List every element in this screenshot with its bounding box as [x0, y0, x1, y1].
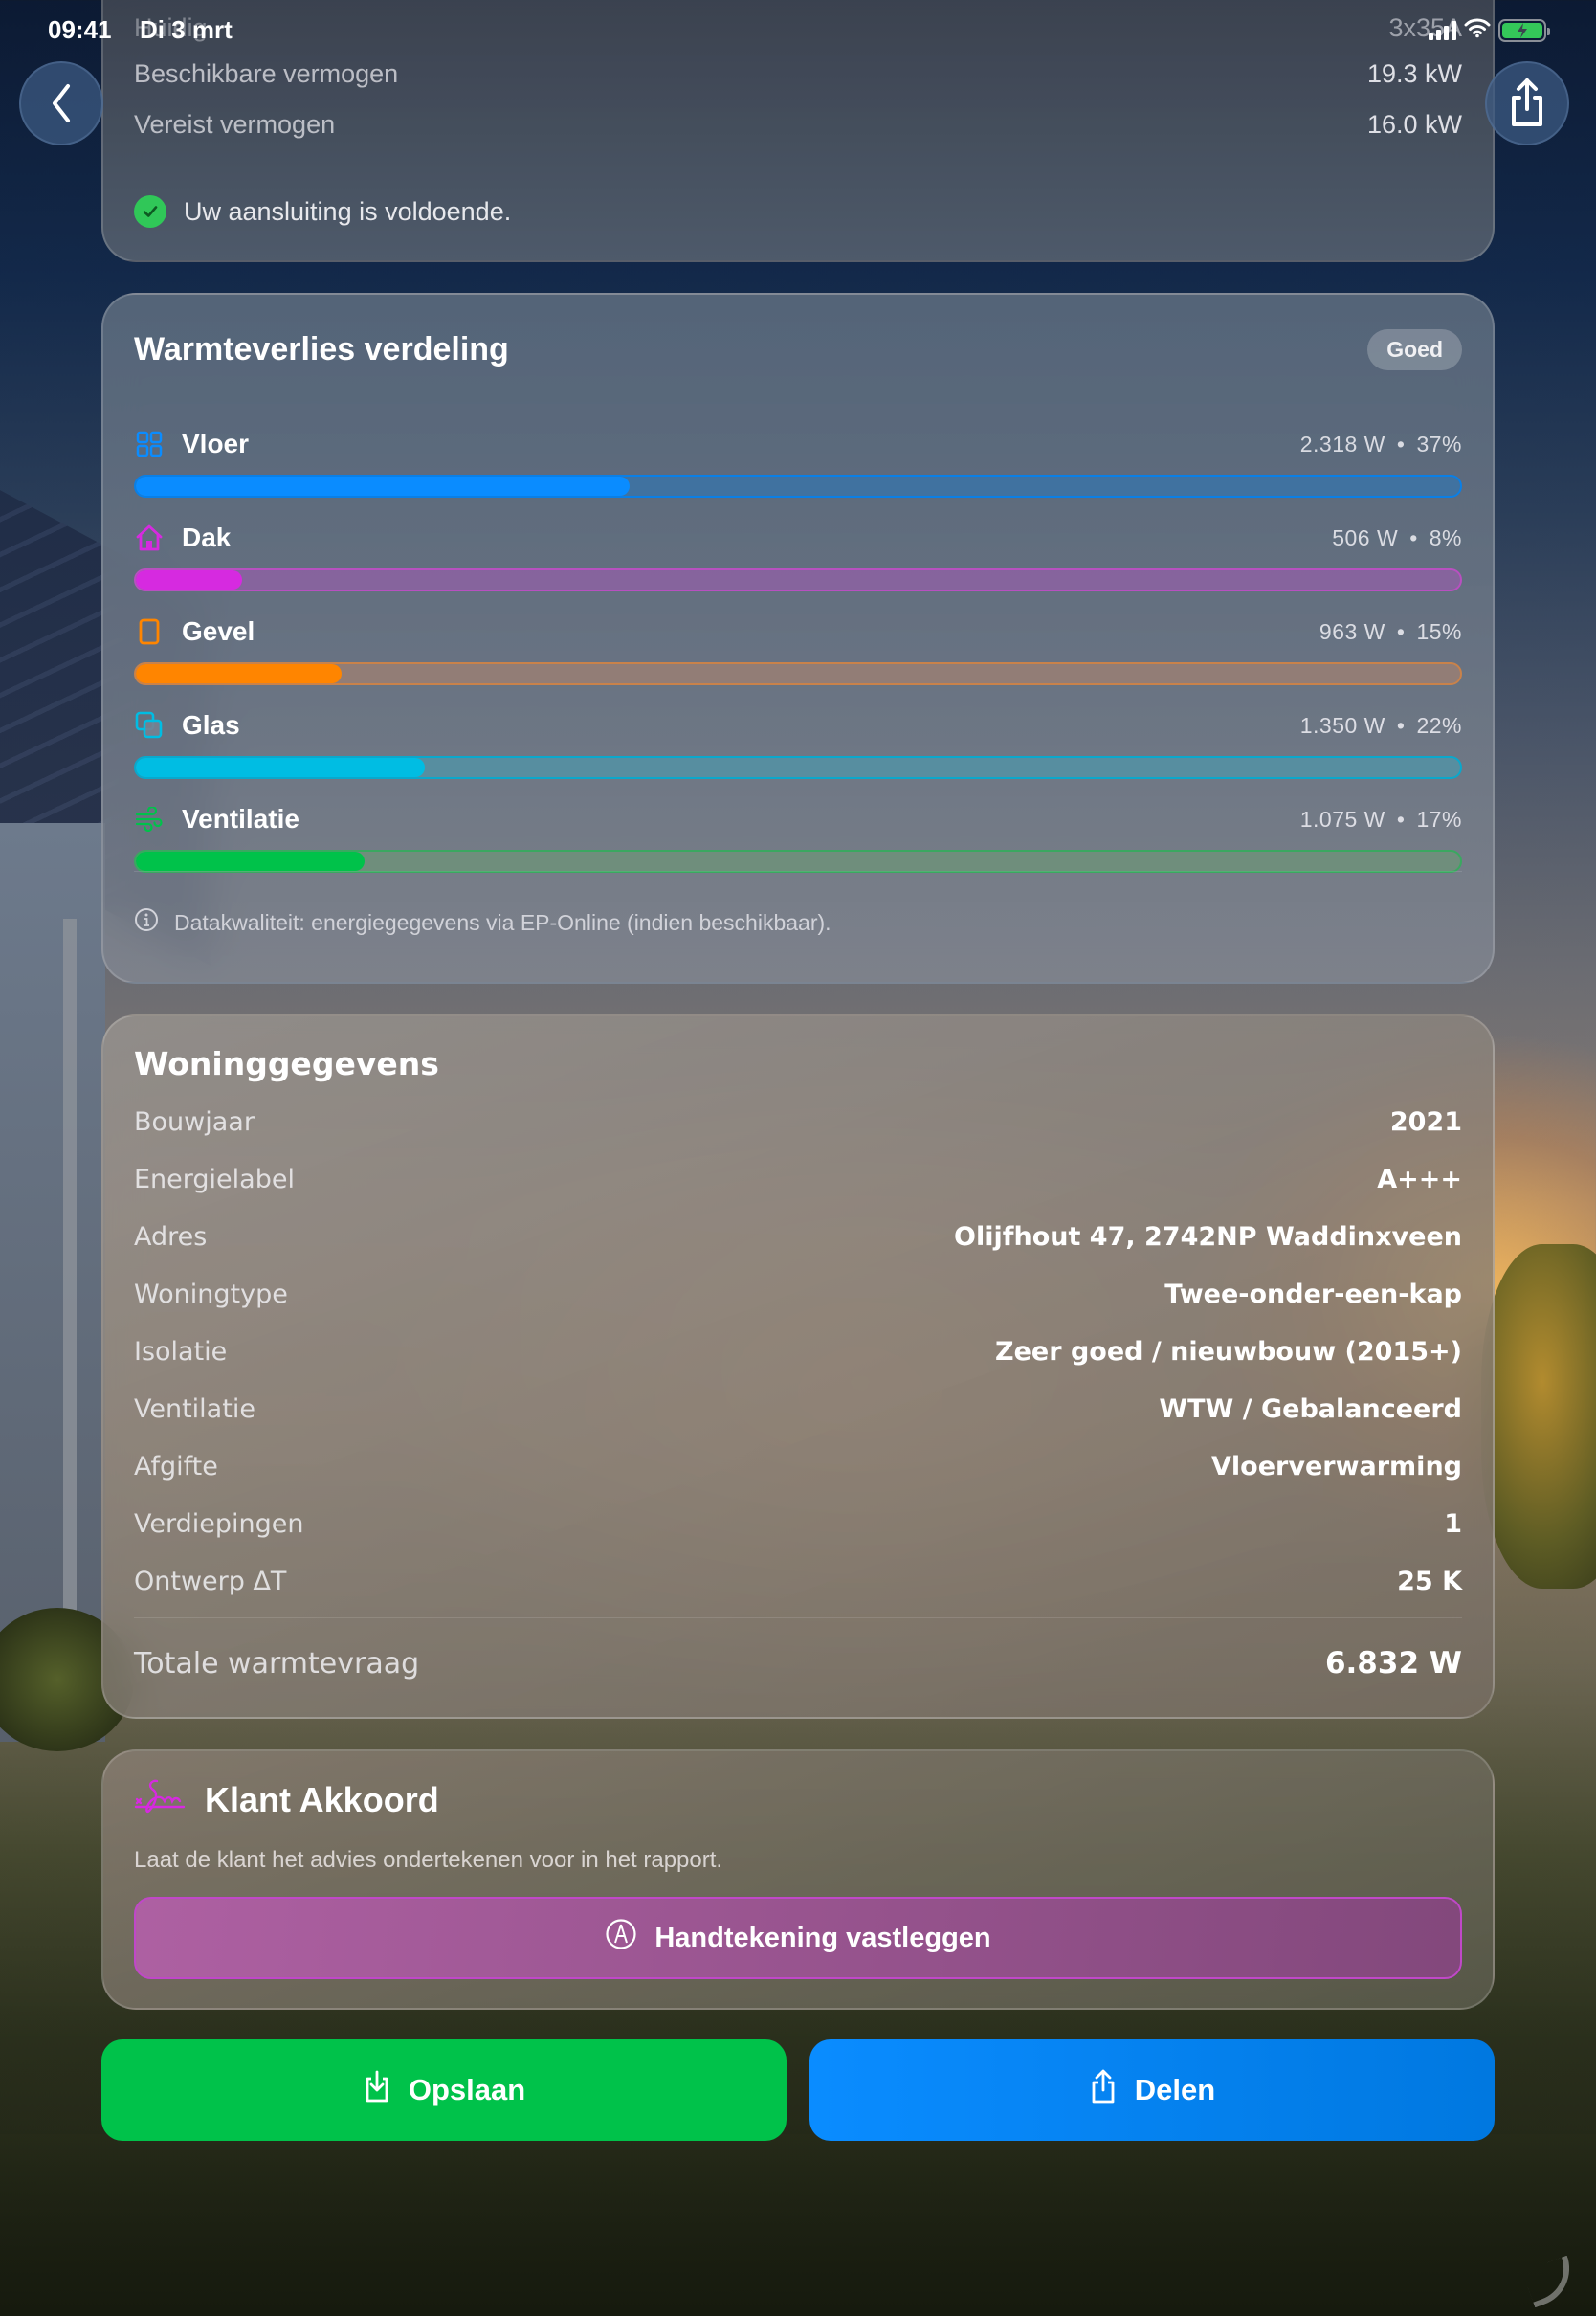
heatloss-item-name: Gevel [182, 616, 255, 646]
wifi-icon [1464, 17, 1491, 43]
power-row-value: 19.3 kW [1366, 59, 1462, 88]
heatloss-bar-track [134, 662, 1462, 685]
floor-grid-icon [134, 429, 165, 459]
house-row-ontwerp-delta-t: Ontwerp ΔT 25 K [134, 1566, 1462, 1596]
connection-status-text: Uw aansluiting is voldoende. [184, 196, 512, 226]
heatloss-item-gevel: Gevel 963 W • 15% [134, 612, 1462, 701]
heatloss-bar-fill [136, 758, 425, 777]
heatloss-bar-track [134, 475, 1462, 498]
customer-approval-description: Laat de klant het advies ondertekenen vo… [134, 1847, 723, 1873]
background-drain-pipe [63, 919, 77, 1684]
house-row-bouwjaar: Bouwjaar 2021 [134, 1106, 1462, 1137]
heatloss-item-ventilatie: Ventilatie 1.075 W • 17% [134, 800, 1462, 888]
heatloss-bar-fill [136, 664, 342, 683]
house-data-card: Woninggegevens Bouwjaar 2021 Energielabe… [101, 1014, 1495, 1719]
quality-badge: Goed [1367, 328, 1462, 370]
heatloss-item-value: 1.075 W • 17% [1299, 806, 1462, 832]
heatloss-item-name: Vloer [182, 429, 250, 458]
cellular-signal-icon [1429, 20, 1456, 40]
background-house-wall [0, 823, 105, 1742]
power-row-label: Huidig [134, 13, 208, 42]
heatloss-item-value: 506 W • 8% [1332, 524, 1462, 550]
heatloss-item-vloer: Vloer 2.318 W • 37% [134, 425, 1462, 513]
background-ground [0, 2134, 1596, 2316]
heatloss-item-dak: Dak 506 W • 8% [134, 519, 1462, 607]
power-row-value: 3x35A [1388, 13, 1462, 42]
status-time: 09:41 [48, 15, 112, 44]
power-row-label: Vereist vermogen [134, 110, 336, 139]
heatloss-item-value: 2.318 W • 37% [1299, 431, 1462, 457]
connection-status: Uw aansluiting is voldoende. [134, 195, 1462, 228]
heatloss-header: Warmteverlies verdeling Goed [134, 325, 1462, 373]
status-bar: 09:41 Di 3 mrt [0, 0, 1596, 57]
heatloss-title: Warmteverlies verdeling [134, 330, 509, 367]
power-connection-card: Huidig 3x35A Beschikbare vermogen 19.3 k… [101, 0, 1495, 262]
heatloss-bar-fill [136, 477, 631, 496]
heatloss-item-name: Ventilatie [182, 804, 299, 834]
capture-signature-label: Handtekening vastleggen [654, 1922, 991, 1953]
power-row-label: Beschikbare vermogen [134, 59, 399, 88]
power-row-current: Huidig 3x35A [134, 13, 1462, 43]
battery-charging-icon [1498, 18, 1550, 42]
house-row-energielabel: Energielabel A+++ [134, 1164, 1462, 1194]
house-row-woningtype: Woningtype Twee-onder-een-kap [134, 1279, 1462, 1309]
status-icons [1429, 17, 1550, 43]
back-button[interactable] [19, 61, 103, 145]
heatloss-bar-track [134, 568, 1462, 591]
heatloss-item-value: 1.350 W • 22% [1299, 712, 1462, 738]
house-row-isolatie: Isolatie Zeer goed / nieuwbouw (2015+) [134, 1336, 1462, 1367]
house-roof-icon [134, 523, 165, 553]
capture-signature-button[interactable]: Handtekening vastleggen [134, 1897, 1462, 1979]
house-row-ventilatie: Ventilatie WTW / Gebalanceerd [134, 1393, 1462, 1424]
heatloss-item-glas: Glas 1.350 W • 22% [134, 706, 1462, 794]
divider [134, 871, 1462, 872]
share-button[interactable] [1485, 61, 1569, 145]
customer-approval-card: Klant Akkoord Laat de klant het advies o… [101, 1749, 1495, 2010]
share-icon [1089, 2068, 1118, 2112]
wind-icon [134, 804, 165, 835]
background-trees-sunset [1481, 1244, 1596, 1589]
save-label: Opslaan [408, 2073, 526, 2106]
data-quality-text: Datakwaliteit: energiegegevens via EP-On… [174, 909, 831, 935]
heatloss-bar-track [134, 756, 1462, 779]
pen-tip-circle-icon [605, 1918, 637, 1958]
power-row-available: Beschikbare vermogen 19.3 kW [134, 59, 1462, 89]
heatloss-item-value: 963 W • 15% [1319, 618, 1462, 644]
share-label: Delen [1134, 2073, 1216, 2106]
total-heat-demand: Totale warmtevraag 6.832 W [134, 1646, 1462, 1681]
divider [134, 1617, 1462, 1618]
chevron-left-icon [53, 84, 70, 122]
power-row-value: 16.0 kW [1366, 110, 1462, 139]
status-date: Di 3 mrt [140, 15, 233, 44]
save-button[interactable]: Opslaan [101, 2039, 787, 2141]
share-report-button[interactable]: Delen [809, 2039, 1495, 2141]
customer-approval-title: Klant Akkoord [205, 1779, 439, 1819]
heatloss-bar-track [134, 850, 1462, 873]
info-circle-icon [134, 907, 159, 938]
checkmark-circle-icon [134, 195, 166, 228]
house-title: Woninggegevens [134, 1045, 439, 1082]
house-row-verdiepingen: Verdiepingen 1 [134, 1508, 1462, 1539]
power-row-required: Vereist vermogen 16.0 kW [134, 110, 1462, 140]
save-download-icon [363, 2069, 391, 2111]
signature-icon [134, 1776, 186, 1823]
share-icon [1512, 78, 1542, 126]
house-row-afgifte: Afgifte Vloerverwarming [134, 1451, 1462, 1481]
heatloss-bar-fill [136, 852, 366, 871]
heatloss-distribution-card: Warmteverlies verdeling Goed Vloer 2.318… [101, 293, 1495, 984]
window-glass-icon [134, 710, 165, 741]
heatloss-item-name: Glas [182, 710, 240, 740]
wall-rectangle-icon [134, 616, 165, 647]
customer-approval-header: Klant Akkoord [134, 1776, 1462, 1823]
heatloss-item-name: Dak [182, 523, 232, 552]
data-quality-note: Datakwaliteit: energiegegevens via EP-On… [134, 907, 1462, 938]
heatloss-bar-fill [136, 570, 242, 590]
house-row-adres: Adres Olijfhout 47, 2742NP Waddinxveen [134, 1221, 1462, 1252]
